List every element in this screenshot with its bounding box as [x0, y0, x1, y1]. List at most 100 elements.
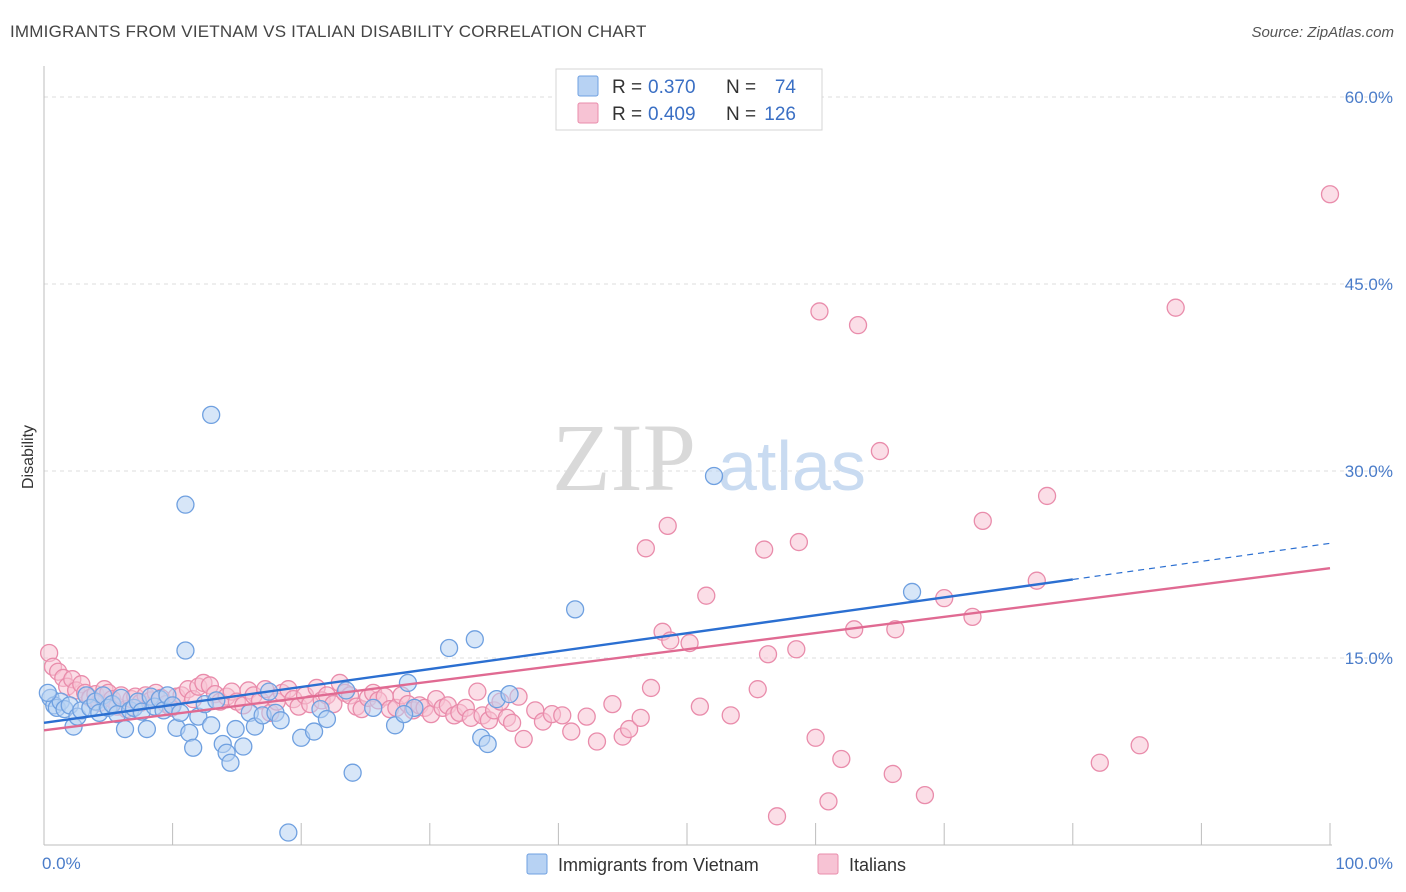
chart-title: IMMIGRANTS FROM VIETNAM VS ITALIAN DISAB…: [10, 22, 647, 41]
legend: R = 0.370 N = 74 R = 0.409 N = 126: [555, 68, 823, 131]
x-tick-label-0: 0.0%: [42, 854, 81, 873]
italian-point-108: [787, 640, 806, 659]
italian-point-125: [1320, 185, 1340, 204]
italian-point-118: [915, 785, 935, 805]
italian-point-104: [690, 697, 710, 716]
italian-point-120: [963, 607, 982, 627]
italian-point-127: [806, 728, 825, 747]
italian-point-126: [767, 807, 787, 826]
italian-point-114: [819, 792, 838, 811]
italian-point-98: [619, 719, 639, 739]
italian-point-107: [758, 645, 778, 664]
vietnam-point-43: [234, 737, 253, 756]
watermark-zip: ZIP: [552, 404, 696, 511]
vietnam-point-41: [221, 753, 240, 772]
vietnam-trend-line: [43, 578, 1073, 725]
vietnam-point-34: [184, 738, 203, 757]
legend-box: [555, 68, 823, 131]
italian-point-129: [870, 441, 890, 461]
vietnam-point-32: [176, 641, 195, 660]
vietnam-point-69: [704, 466, 724, 486]
vietnam-point-33: [180, 723, 199, 742]
legend-n-label-vietnam: N =: [726, 77, 756, 98]
bottom-legend-label-vietnam: Immigrants from Vietnam: [558, 855, 759, 875]
x-tick-labels: 0.0% 100.0%: [42, 854, 1393, 873]
legend-swatch-vietnam: [577, 75, 599, 97]
italian-point-106: [748, 680, 767, 699]
bottom-legend-swatch-vietnam: [526, 853, 548, 875]
vietnam-point-23: [137, 719, 157, 739]
vietnam-point-42: [226, 719, 245, 739]
data-points: [38, 185, 1340, 842]
italian-point-123: [1130, 736, 1149, 755]
italian-point-130: [973, 511, 992, 531]
italian-point-113: [789, 532, 809, 552]
watermark-atlas: atlas: [718, 427, 866, 505]
vietnam-point-57: [364, 698, 383, 718]
vietnam-point-67: [202, 405, 221, 425]
vietnam-point-62: [465, 630, 484, 649]
italian-trend-line: [43, 567, 1331, 732]
y-tick-label-0: 15.0%: [1345, 649, 1393, 668]
vietnam-point-52: [304, 722, 324, 741]
italian-point-124: [1166, 298, 1185, 317]
vietnam-point-68: [176, 495, 195, 514]
watermark: ZIP atlas: [552, 404, 866, 511]
bottom-legend-label-italians: Italians: [849, 855, 906, 875]
italian-point-105: [721, 706, 740, 725]
bottom-legend-swatch-italians: [817, 853, 839, 875]
italian-point-131: [1037, 486, 1057, 506]
vietnam-point-70: [902, 582, 922, 602]
italian-point-88: [514, 729, 533, 749]
vietnam-point-54: [317, 709, 337, 729]
axes: [43, 66, 1332, 846]
italian-point-96: [603, 694, 622, 714]
vietnam-point-73: [38, 683, 58, 703]
y-tick-label-2: 45.0%: [1345, 275, 1393, 294]
italian-point-99: [631, 708, 650, 727]
y-tick-labels: 15.0% 30.0% 45.0% 60.0%: [1345, 88, 1393, 668]
y-tick-label-3: 60.0%: [1345, 88, 1393, 107]
vietnam-point-49: [271, 711, 290, 730]
grid-lines: [44, 96, 1394, 659]
italian-point-110: [636, 539, 655, 558]
italian-point-122: [1090, 753, 1109, 772]
vietnam-point-61: [439, 638, 459, 658]
y-tick-label-1: 30.0%: [1345, 462, 1393, 481]
bottom-legend: Immigrants from Vietnam Italians: [526, 853, 906, 875]
legend-n-value-italians: 126: [764, 104, 796, 125]
italian-point-132: [810, 302, 829, 321]
legend-n-label-italians: N =: [726, 104, 756, 125]
italian-point-121: [1027, 571, 1046, 590]
italian-point-86: [502, 713, 522, 732]
legend-r-label-italians: R =: [612, 104, 642, 125]
italian-point-117: [886, 620, 905, 639]
legend-swatch-italians: [577, 102, 599, 124]
italian-point-133: [848, 315, 868, 335]
y-axis-label: Disability: [20, 425, 37, 489]
italian-point-111: [658, 516, 677, 536]
legend-n-value-vietnam: 74: [775, 77, 797, 98]
legend-r-value-vietnam: 0.370: [648, 77, 696, 98]
x-tick-label-1: 100.0%: [1335, 854, 1393, 873]
italian-point-109: [697, 586, 716, 605]
legend-r-label-vietnam: R =: [612, 77, 642, 98]
italian-point-80: [468, 682, 487, 701]
trend-lines: [43, 542, 1331, 732]
italian-point-115: [832, 749, 851, 769]
vietnam-point-71: [394, 704, 414, 724]
vietnam-point-56: [343, 763, 362, 782]
italian-point-94: [577, 707, 596, 726]
italian-point-95: [587, 732, 607, 751]
italian-point-100: [641, 678, 661, 698]
vietnam-point-18: [115, 719, 135, 739]
italian-point-92: [553, 706, 572, 725]
italian-point-93: [562, 722, 581, 741]
italian-point-112: [755, 540, 774, 559]
vietnam-point-65: [500, 685, 519, 704]
vietnam-point-37: [202, 716, 221, 735]
vietnam-point-72: [478, 734, 497, 754]
legend-r-value-italians: 0.409: [648, 104, 696, 125]
italian-point-128: [883, 764, 902, 784]
